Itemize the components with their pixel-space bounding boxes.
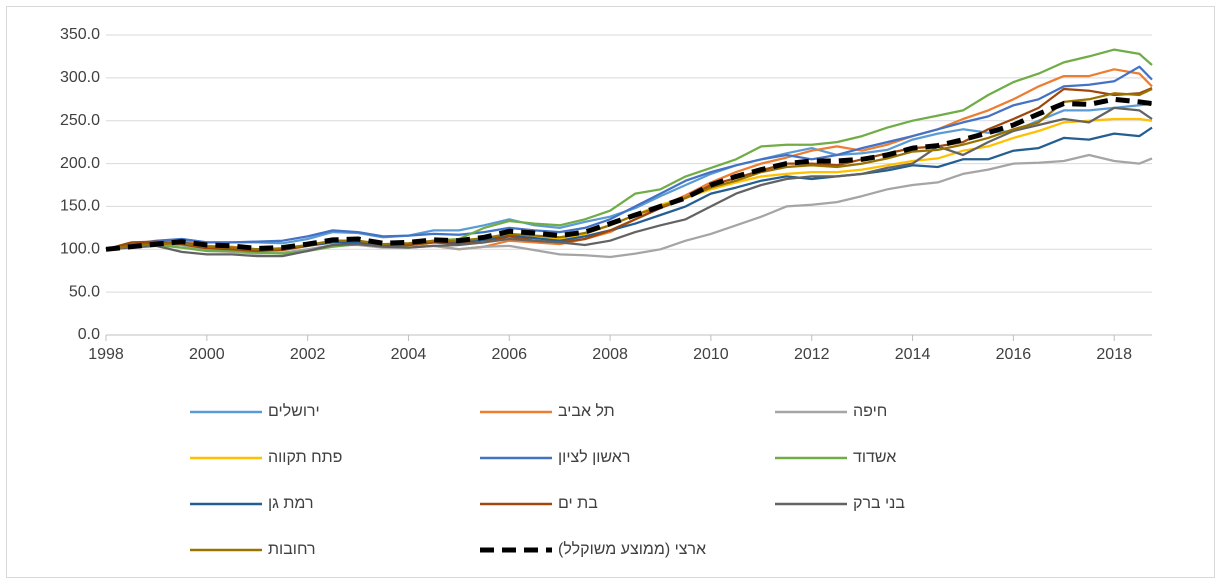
series-line	[105, 106, 1153, 258]
x-tick-label: 2008	[592, 346, 628, 363]
x-tick-label: 2006	[491, 346, 527, 363]
x-tick-label: 2002	[290, 346, 326, 363]
x-tick-label: 2004	[391, 346, 427, 363]
y-tick-label: 0.0	[78, 326, 100, 343]
y-tick-label: 350.0	[60, 26, 100, 43]
x-tick-label: 2016	[996, 346, 1032, 363]
legend-label: אשדוד	[853, 449, 896, 466]
series-line	[105, 65, 1153, 251]
y-tick-label: 300.0	[60, 69, 100, 86]
series-line	[105, 102, 1153, 251]
y-tick-label: 150.0	[60, 198, 100, 215]
x-tick-label: 2000	[189, 346, 225, 363]
legend-label: בני ברק	[853, 495, 905, 512]
series-line	[105, 48, 1153, 255]
legend-label: תל אביב	[558, 402, 615, 420]
y-tick-label: 50.0	[69, 283, 100, 300]
legend-label: רחובות	[268, 541, 316, 558]
legend-label: רמת גן	[268, 495, 313, 512]
y-tick-label: 100.0	[60, 241, 100, 258]
legend-label: ראשון לציון	[558, 448, 630, 466]
legend-label: פתח תקווה	[268, 449, 342, 466]
x-tick-label: 2010	[693, 346, 729, 363]
legend-label: ארצי (ממוצע משוקלל)	[558, 540, 706, 558]
legend-label: חיפה	[853, 403, 887, 420]
legend-label: ירושלים	[268, 402, 320, 420]
x-tick-label: 2014	[895, 346, 931, 363]
x-tick-label: 1998	[88, 346, 124, 363]
y-tick-label: 250.0	[60, 112, 100, 129]
legend-label: בת ים	[558, 495, 598, 512]
x-tick-label: 2012	[794, 346, 830, 363]
y-tick-label: 200.0	[60, 155, 100, 172]
series-line	[105, 96, 1153, 252]
x-tick-label: 2018	[1096, 346, 1132, 363]
